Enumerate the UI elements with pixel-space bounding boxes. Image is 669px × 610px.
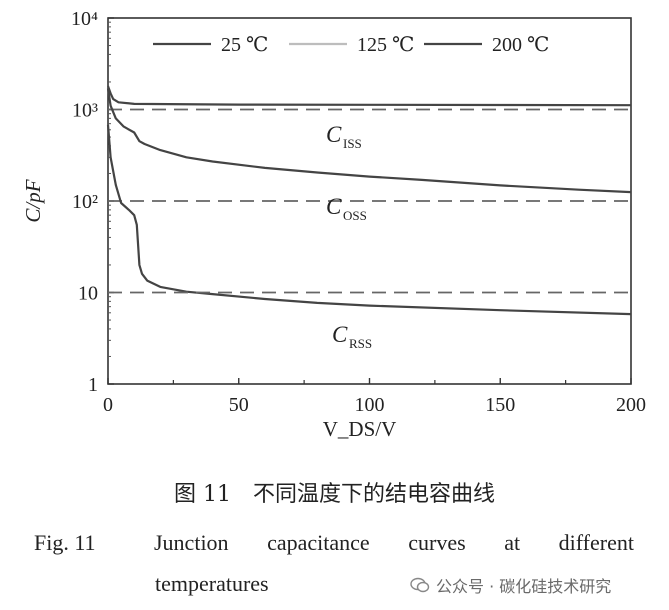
watermark: 公众号 · 碳化硅技术研究 (410, 573, 611, 597)
series-rss-solid (106, 124, 632, 316)
wechat-icon (410, 577, 430, 593)
annotation-c-iss: C (326, 122, 342, 147)
series-iss-solid (106, 85, 632, 107)
caption-english-words: Junction capacitance curves at different (154, 530, 634, 556)
x-tick-label: 50 (229, 394, 249, 416)
legend-label: 125 ℃ (357, 34, 414, 56)
caption-chinese: 图 11 不同温度下的结电容曲线 (174, 482, 495, 507)
y-tick-label: 10 (78, 283, 98, 305)
watermark-text: 公众号 · 碳化硅技术研究 (436, 577, 612, 596)
annotation-subscript: RSS (349, 336, 372, 351)
caption-english-line2: temperatures (155, 571, 269, 596)
y-tick-label: 10³ (72, 100, 98, 122)
y-tick-label: 1 (88, 374, 98, 396)
legend-label: 25 ℃ (221, 34, 268, 56)
caption-english-line1: Fig. 11 Junction capacitance curves at diffe… (34, 530, 634, 556)
x-axis-label: V_DS/V (323, 417, 397, 441)
x-tick-label: 150 (485, 394, 515, 416)
caption-word: capacitance (267, 530, 370, 555)
caption-word: at (504, 530, 521, 555)
annotation-subscript: OSS (343, 208, 367, 223)
annotation-subscript: ISS (343, 136, 362, 151)
y-tick-label: 10⁴ (71, 8, 98, 30)
legend-label: 200 ℃ (492, 34, 549, 56)
y-axis-label: C/pF (21, 179, 45, 222)
caption-word: Junction (154, 530, 229, 555)
annotation-c-rss: C (332, 322, 348, 347)
caption-word: curves (408, 530, 466, 555)
annotation-c-oss: C (326, 194, 342, 219)
x-tick-label: 0 (103, 394, 113, 416)
x-tick-label: 100 (355, 394, 385, 416)
y-tick-label: 10² (72, 191, 98, 213)
series-oss-solid (106, 88, 632, 194)
caption-word: different (558, 530, 634, 555)
caption-figure-label: Fig. 11 (34, 530, 96, 555)
x-tick-label: 200 (616, 394, 646, 416)
